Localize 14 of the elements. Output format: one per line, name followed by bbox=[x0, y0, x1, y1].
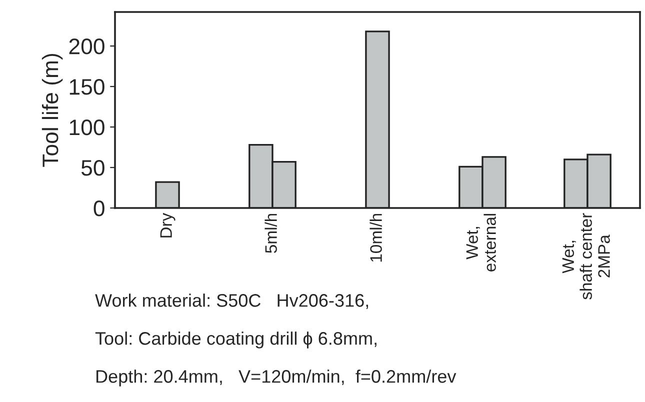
y-axis-title: Tool life (m) bbox=[42, 54, 63, 167]
y-tick-label: 0 bbox=[94, 200, 104, 216]
y-tick-label: 150 bbox=[70, 79, 104, 95]
text: Depth: 20.4mm, V=120m/min, f=0.2mm/rev bbox=[96, 370, 456, 386]
y-tick-label: 50 bbox=[81, 160, 104, 176]
y-tick-label: 100 bbox=[70, 120, 104, 136]
x-tick-label: Wet, external bbox=[466, 214, 496, 272]
x-tick-label: Dry bbox=[160, 212, 176, 238]
x-tick-label: Wet, shaft center 2MPa bbox=[562, 213, 610, 300]
text: Tool: Carbide coating drill ϕ 6.8mm, bbox=[95, 332, 376, 348]
y-tick-label: 200 bbox=[69, 38, 104, 54]
x-tick-label: 10ml/h bbox=[370, 214, 382, 262]
x-tick-label: 5ml/h bbox=[264, 214, 277, 253]
text: Work material: S50C Hv206-316, bbox=[95, 294, 368, 309]
